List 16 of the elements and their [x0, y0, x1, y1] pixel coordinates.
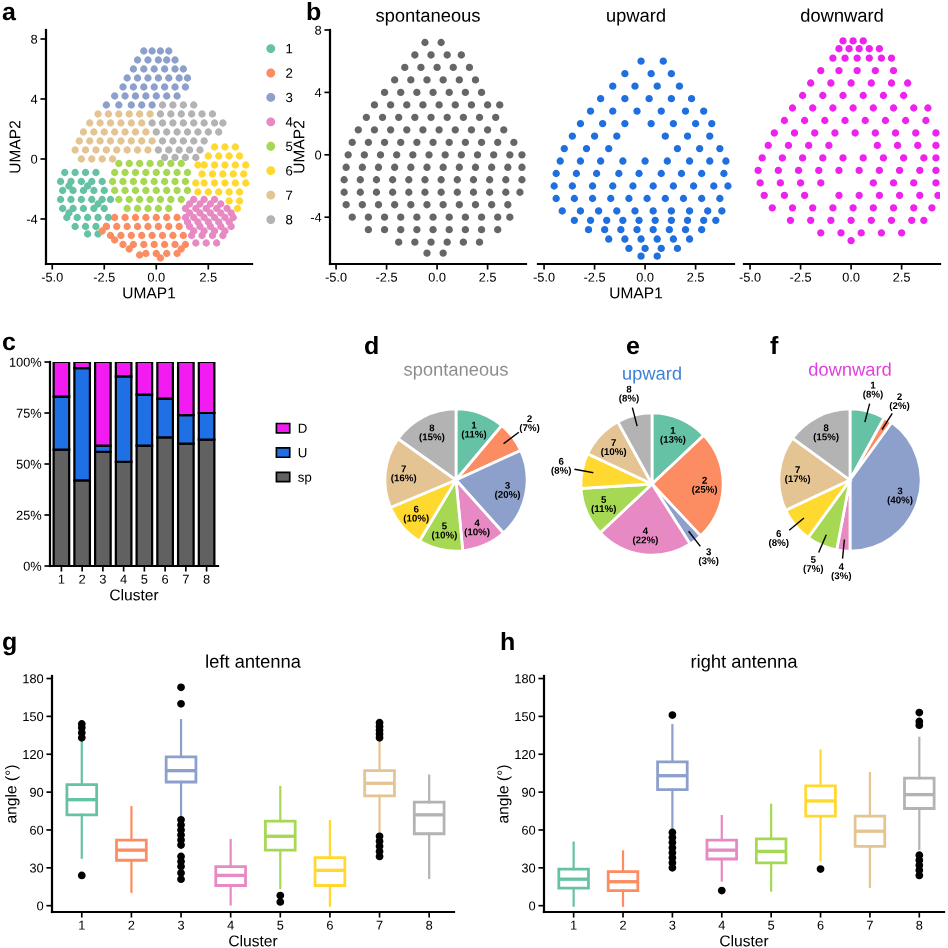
text: h: [501, 632, 514, 651]
text: g: [3, 636, 16, 656]
text: c: [2, 336, 16, 351]
text: b: [307, 2, 321, 21]
chart-title: upward: [607, 8, 665, 26]
chart-title: left antenna: [206, 654, 301, 668]
text: a: [2, 6, 17, 21]
chart-title: downward: [808, 362, 891, 376]
text: e: [626, 340, 640, 355]
chart-title: spontaneous: [404, 363, 508, 380]
chart-title: upward: [623, 366, 681, 384]
chart-title: right antenna: [691, 654, 798, 672]
text: f: [770, 336, 779, 355]
chart-title: downward: [800, 8, 883, 22]
text: d: [365, 336, 378, 355]
chart-title: spontaneous: [376, 9, 480, 26]
